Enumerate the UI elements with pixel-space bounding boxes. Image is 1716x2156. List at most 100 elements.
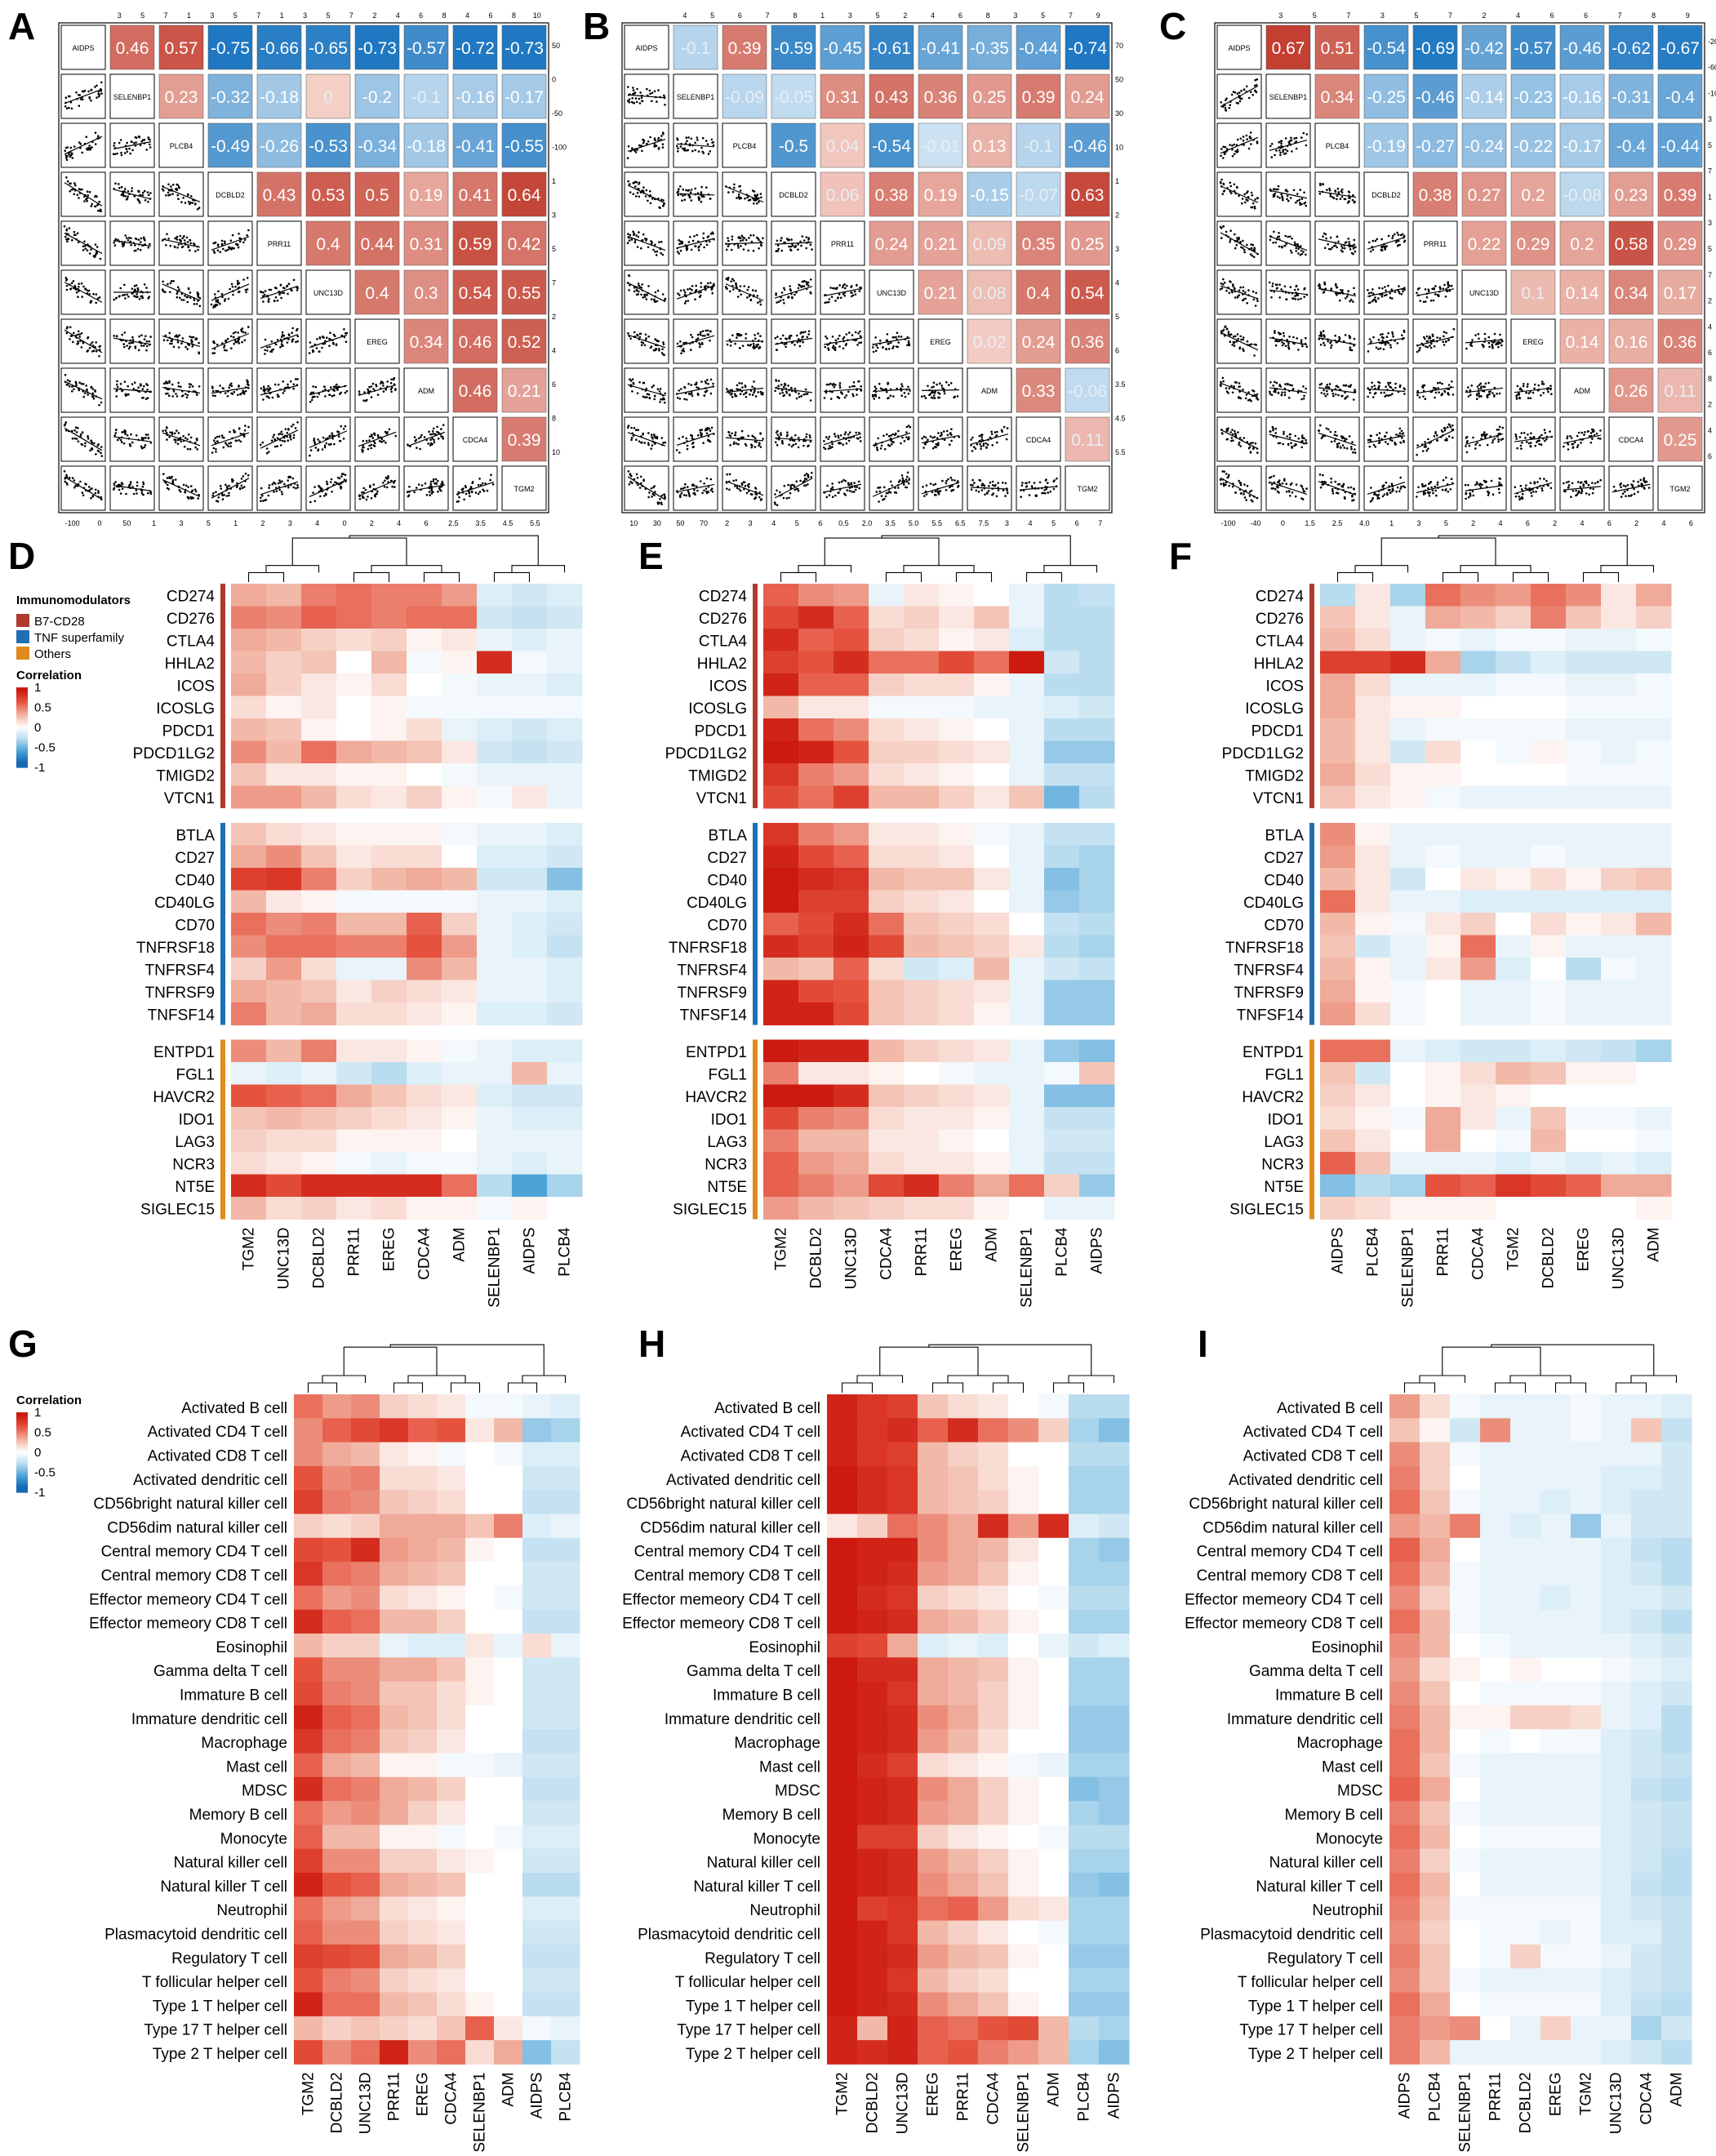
scatter-point xyxy=(385,433,389,435)
scatter-point xyxy=(65,176,68,179)
scatter-point xyxy=(747,249,749,252)
scatter-point xyxy=(628,100,631,104)
scatter-point xyxy=(384,479,386,482)
scatter-point xyxy=(739,239,742,242)
scatter-point xyxy=(846,489,849,491)
bottom-tick-label: 7 xyxy=(1098,519,1102,527)
scatter-point xyxy=(833,348,836,351)
scatter-point xyxy=(1298,198,1301,202)
scatter-point xyxy=(1372,336,1375,339)
scatter-point xyxy=(641,100,644,103)
scatter-point xyxy=(807,330,811,333)
scatter-point xyxy=(318,393,321,395)
scatter-point xyxy=(875,345,878,347)
scatter-point xyxy=(708,240,711,243)
scatter-point xyxy=(775,292,777,295)
scatter-point xyxy=(118,183,120,185)
scatter-point xyxy=(837,436,840,439)
scatter-point xyxy=(82,341,85,345)
scatter-point xyxy=(73,486,76,489)
scatter-point xyxy=(1300,136,1303,139)
scatter-point xyxy=(1243,349,1245,353)
scatter-point xyxy=(276,339,279,341)
scatter-point xyxy=(856,486,859,488)
scatter-point xyxy=(729,389,731,392)
scatter-point xyxy=(122,442,126,445)
scatter-point xyxy=(236,280,239,282)
top-tick-label: 7 xyxy=(256,11,260,20)
top-tick-label: 5 xyxy=(326,11,330,20)
scatter-point xyxy=(1328,187,1331,190)
scatter-point xyxy=(238,233,240,235)
scatter-point xyxy=(752,289,754,291)
scatter-point xyxy=(278,479,281,482)
scatter-point xyxy=(281,336,283,338)
scatter-point xyxy=(997,489,1000,491)
scatter-point xyxy=(244,389,247,393)
scatter-point xyxy=(79,147,82,149)
scatter-point xyxy=(132,492,136,496)
scatter-point xyxy=(687,288,689,291)
top-tick-label: 1 xyxy=(187,11,191,20)
scatter-point xyxy=(65,327,69,330)
scatter-point xyxy=(632,87,634,89)
scatter-point xyxy=(213,439,216,442)
scatter-point xyxy=(700,286,702,288)
scatter-point xyxy=(659,207,661,209)
correlation-value: -0.53 xyxy=(309,137,348,156)
scatter-point xyxy=(1221,193,1224,195)
scatter-point xyxy=(859,335,862,338)
scatter-point xyxy=(931,391,934,393)
scatter-point xyxy=(1400,293,1403,296)
scatter-point xyxy=(172,345,176,349)
scatter-point xyxy=(435,482,438,485)
scatter-point xyxy=(77,440,80,442)
scatter-point xyxy=(986,443,989,447)
scatter-point xyxy=(1391,333,1394,336)
scatter-point xyxy=(984,493,986,496)
scatter-point xyxy=(828,494,831,496)
scatter-point xyxy=(1246,243,1248,247)
scatter-point xyxy=(138,199,140,202)
scatter-point xyxy=(197,497,199,500)
scatter-point xyxy=(67,95,70,98)
scatter-point xyxy=(75,431,78,433)
scatter-point xyxy=(1281,197,1284,200)
scatter-point xyxy=(78,282,80,286)
variable-label: CDCA4 xyxy=(463,436,488,444)
scatter-point xyxy=(1384,286,1386,288)
scatter-point xyxy=(1439,287,1442,291)
scatter-point xyxy=(71,390,73,393)
correlation-value: 0.34 xyxy=(410,333,443,352)
scatter-point xyxy=(1432,299,1435,302)
scatter-point xyxy=(287,338,290,340)
scatter-point xyxy=(228,442,231,445)
scatter-point xyxy=(831,442,834,446)
scatter-point xyxy=(376,433,380,437)
scatter-point xyxy=(134,345,137,348)
scatter-point xyxy=(433,441,436,444)
scatter-point xyxy=(627,233,629,235)
scatter-point xyxy=(1233,183,1236,186)
scatter-point xyxy=(858,380,860,383)
scatter-point xyxy=(650,433,653,436)
scatter-point xyxy=(1052,487,1056,491)
correlation-cell xyxy=(1065,24,1110,70)
scatter-point xyxy=(269,350,272,353)
top-tick-label: 7 xyxy=(1069,11,1073,20)
correlation-value: 0.63 xyxy=(1071,186,1105,205)
scatter-point xyxy=(229,445,232,447)
scatter-point xyxy=(1349,197,1351,199)
correlation-value: -0.73 xyxy=(505,39,544,58)
scatter-point xyxy=(1276,287,1278,290)
scatter-point xyxy=(932,483,935,487)
scatter-point xyxy=(650,487,653,490)
scatter-point xyxy=(787,483,789,487)
scatter-point xyxy=(829,287,832,289)
scatter-point xyxy=(321,346,323,349)
scatter-point xyxy=(1367,301,1371,305)
scatter-point xyxy=(289,436,292,438)
scatter-point xyxy=(653,398,656,401)
scatter-point xyxy=(656,388,660,391)
scatter-point xyxy=(273,481,275,484)
